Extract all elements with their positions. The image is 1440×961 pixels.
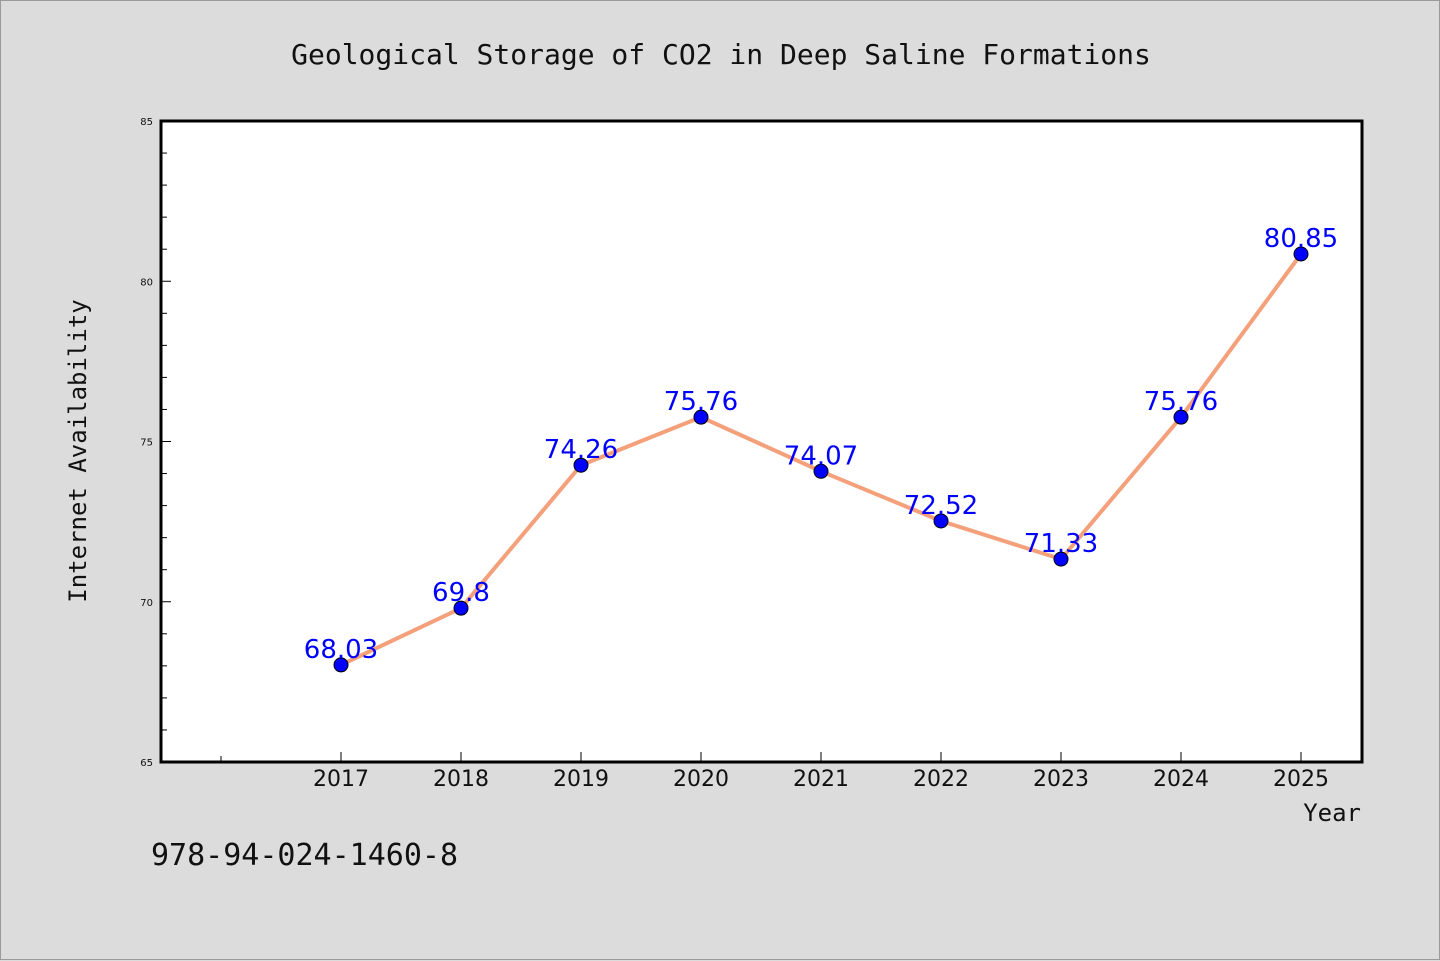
isbn-footnote: 978-94-024-1460-8	[151, 838, 458, 873]
data-point-marker	[1293, 246, 1309, 262]
y-tick-label: 65	[140, 758, 153, 769]
data-labels-group: 68.03 69.8 74.26 75.76 74.07 72.52 71.33 75.76 8…	[304, 224, 1338, 665]
y-tick-label: 85	[140, 117, 153, 128]
x-tick-label: 2019	[553, 767, 609, 792]
data-point-marker	[813, 463, 829, 479]
x-axis-label: Year	[1303, 799, 1361, 827]
data-point-marker	[933, 513, 949, 529]
data-point-marker	[333, 657, 349, 673]
data-point-label: 75.76	[664, 387, 738, 417]
data-point-marker	[693, 409, 709, 425]
y-tick-label: 75	[140, 438, 153, 449]
data-point-label: 72.52	[904, 491, 978, 521]
data-point-label: 68.03	[304, 635, 378, 665]
data-point-label: 80.85	[1264, 224, 1338, 254]
data-point-label: 74.07	[784, 441, 858, 471]
x-tick-label: 2021	[793, 767, 849, 792]
y-tick-label: 70	[140, 598, 153, 609]
x-tick-label: 2023	[1033, 767, 1089, 792]
data-point-label: 71.33	[1024, 529, 1098, 559]
data-point-marker	[1053, 551, 1069, 567]
data-point-label: 74.26	[544, 435, 618, 465]
x-tick-label: 2018	[433, 767, 489, 792]
x-tick-label: 2025	[1273, 767, 1329, 792]
data-point-label: 69.8	[432, 578, 490, 608]
series-line-group	[333, 246, 1309, 673]
y-axis-ticks: 65 70 75 80 85	[140, 117, 171, 769]
x-tick-label: 2022	[913, 767, 969, 792]
data-point-marker	[573, 457, 589, 473]
y-axis-label: Internet Availability	[64, 299, 92, 602]
data-point-label: 75.76	[1144, 387, 1218, 417]
chart-title: Geological Storage of CO2 in Deep Saline…	[291, 38, 1151, 71]
data-point-marker	[453, 600, 469, 616]
x-tick-label: 2017	[313, 767, 369, 792]
x-tick-label: 2024	[1153, 767, 1209, 792]
y-tick-label: 80	[140, 277, 153, 288]
data-point-marker	[1173, 409, 1189, 425]
x-tick-label: 2020	[673, 767, 729, 792]
x-axis-ticks: 2017 2018 2019 2020 2021 2022 2023 2024 2025	[220, 752, 1329, 792]
